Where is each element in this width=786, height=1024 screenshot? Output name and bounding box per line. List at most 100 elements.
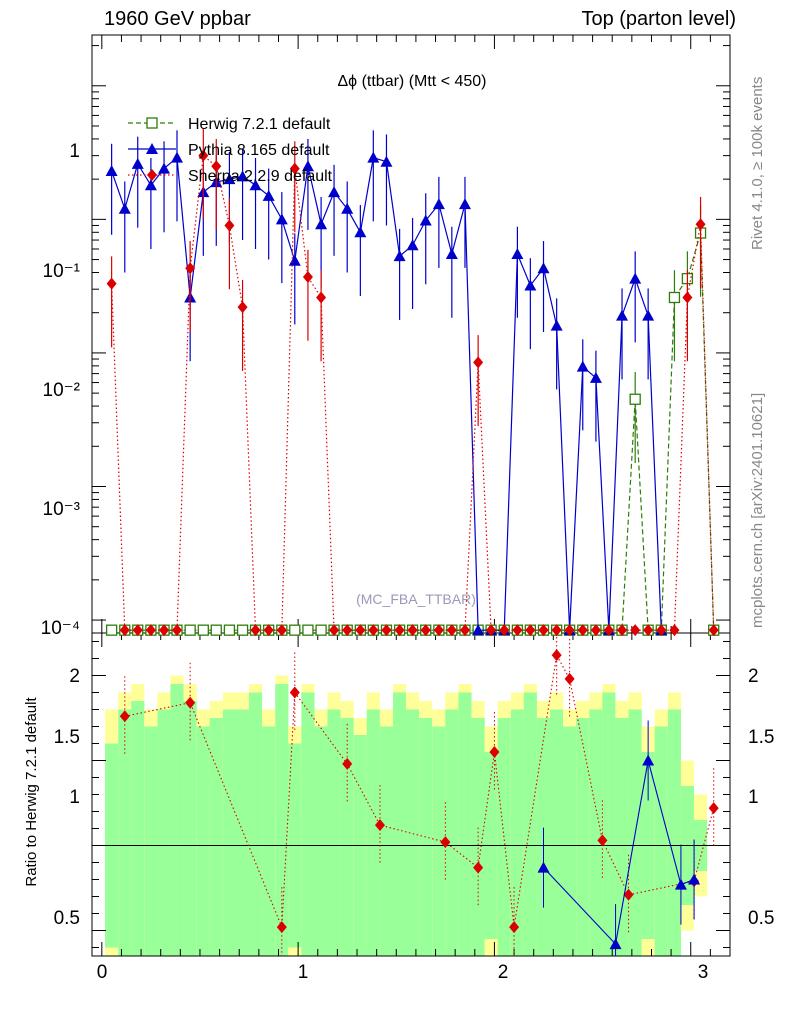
pythia-ratio-marker xyxy=(688,873,701,885)
herwig-marker xyxy=(289,624,301,636)
pythia-marker xyxy=(262,189,275,201)
pythia-marker xyxy=(328,186,341,198)
pythia-ratio-marker xyxy=(537,861,550,873)
pythia-marker xyxy=(472,624,485,636)
herwig-marker xyxy=(223,624,236,636)
rivet-version-label: Rivet 4.1.0, ≥ 100k events xyxy=(749,77,766,250)
herwig-marker xyxy=(629,393,641,405)
pythia-marker xyxy=(432,198,445,210)
sherpa-marker xyxy=(682,291,693,304)
y-tick-label-1: 1 xyxy=(69,141,80,162)
pythia-marker xyxy=(419,214,432,226)
y-tick-label-1e-3: 10⁻³ xyxy=(43,499,81,520)
sherpa-ratio-marker xyxy=(374,819,385,832)
sherpa-ratio-marker xyxy=(509,921,520,934)
ratio-tick-label-1-right: 1 xyxy=(748,787,759,808)
sherpa-marker xyxy=(486,624,497,637)
sherpa-marker xyxy=(211,160,222,173)
sherpa-marker xyxy=(459,624,470,637)
herwig-marker xyxy=(184,624,196,636)
sherpa-marker xyxy=(577,624,588,637)
sherpa-marker xyxy=(499,624,510,637)
sherpa-marker xyxy=(708,624,719,637)
pythia-marker xyxy=(275,213,288,225)
legend-herwig-marker xyxy=(146,117,158,129)
legend-herwig-label: Herwig 7.2.1 default xyxy=(188,116,331,133)
pythia-ratio-marker xyxy=(609,938,622,950)
herwig-marker xyxy=(302,624,314,636)
sherpa-marker xyxy=(538,624,549,637)
sherpa-marker xyxy=(355,624,366,637)
sherpa-marker xyxy=(420,624,431,637)
pythia-marker xyxy=(354,226,367,238)
sherpa-ratio-marker xyxy=(119,710,130,723)
pythia-marker xyxy=(158,162,171,174)
pythia-marker xyxy=(406,239,419,251)
plot-title: Δϕ (ttbar) (Mtt < 450) xyxy=(337,73,486,90)
sherpa-marker xyxy=(289,162,300,175)
legend-pythia-label: Pythia 8.165 default xyxy=(188,142,330,159)
pythia-marker xyxy=(249,179,262,191)
sherpa-marker xyxy=(237,301,248,314)
pythia-marker xyxy=(118,202,131,214)
sherpa-marker xyxy=(407,624,418,637)
x-tick-label-0: 0 xyxy=(97,962,108,983)
sherpa-marker xyxy=(172,624,183,637)
sherpa-marker xyxy=(643,624,654,637)
pythia-marker xyxy=(144,179,157,191)
pythia-marker xyxy=(131,157,144,169)
sherpa-marker xyxy=(276,624,287,637)
mcplots-label: mcplots.cern.ch [arXiv:2401.10621] xyxy=(749,393,766,628)
sherpa-ratio-marker xyxy=(597,834,608,847)
sherpa-marker xyxy=(656,624,667,637)
ratio-tick-label-0-5: 0.5 xyxy=(54,908,80,929)
herwig-marker xyxy=(105,624,118,636)
legend-sherpa-label: Sherpa 2.2.9 default xyxy=(188,168,333,185)
sherpa-marker xyxy=(433,624,444,637)
pythia-marker xyxy=(171,151,184,163)
ratio-tick-label-1-5: 1.5 xyxy=(54,727,80,748)
ratio-tick-label-2: 2 xyxy=(69,666,80,687)
pythia-marker xyxy=(341,202,354,214)
sherpa-marker xyxy=(263,624,274,637)
sherpa-marker xyxy=(394,624,405,637)
pythia-marker xyxy=(445,248,458,260)
watermark: (MC_FBA_TTBAR) xyxy=(356,591,476,607)
pythia-marker xyxy=(550,319,563,331)
sherpa-ratio-marker xyxy=(551,649,562,662)
sherpa-marker xyxy=(119,624,130,637)
sherpa-marker xyxy=(512,624,523,637)
sherpa-marker xyxy=(159,624,170,637)
pythia-marker xyxy=(288,254,301,266)
sherpa-ratio-marker xyxy=(276,921,287,934)
pythia-marker xyxy=(576,360,589,372)
pythia-marker xyxy=(458,198,471,210)
herwig-marker xyxy=(668,291,681,304)
sherpa-ratio-marker xyxy=(708,802,719,815)
sherpa-marker xyxy=(329,624,340,637)
legend-entry-pythia: Pythia 8.165 default xyxy=(128,142,330,159)
sherpa-marker xyxy=(617,624,628,637)
legend-pythia-marker xyxy=(146,143,158,154)
sherpa-marker xyxy=(198,149,209,162)
axis-ticks xyxy=(92,35,730,956)
sherpa-marker xyxy=(368,624,379,637)
ratio-tick-label-1-5-right: 1.5 xyxy=(748,727,774,748)
sherpa-marker xyxy=(525,624,536,637)
pythia-marker xyxy=(223,173,236,185)
ratio-tick-label-1: 1 xyxy=(69,787,80,808)
herwig-marker xyxy=(236,624,249,636)
header-right-title: Top (parton level) xyxy=(581,8,736,30)
pythia-ratio-marker xyxy=(674,878,687,890)
sherpa-marker xyxy=(695,218,706,231)
ratio-uncertainty-bands xyxy=(92,0,730,1024)
x-tick-label-2: 2 xyxy=(498,962,509,983)
y-tick-label-1e-2: 10⁻² xyxy=(43,380,81,401)
sherpa-marker xyxy=(185,262,196,275)
sherpa-marker xyxy=(590,624,601,637)
sherpa-marker xyxy=(316,291,327,304)
band-mask-top xyxy=(92,0,730,633)
x-tick-label-1: 1 xyxy=(298,962,309,983)
sherpa-ratio-marker xyxy=(473,861,484,874)
band-mask-bottom xyxy=(92,956,730,1024)
